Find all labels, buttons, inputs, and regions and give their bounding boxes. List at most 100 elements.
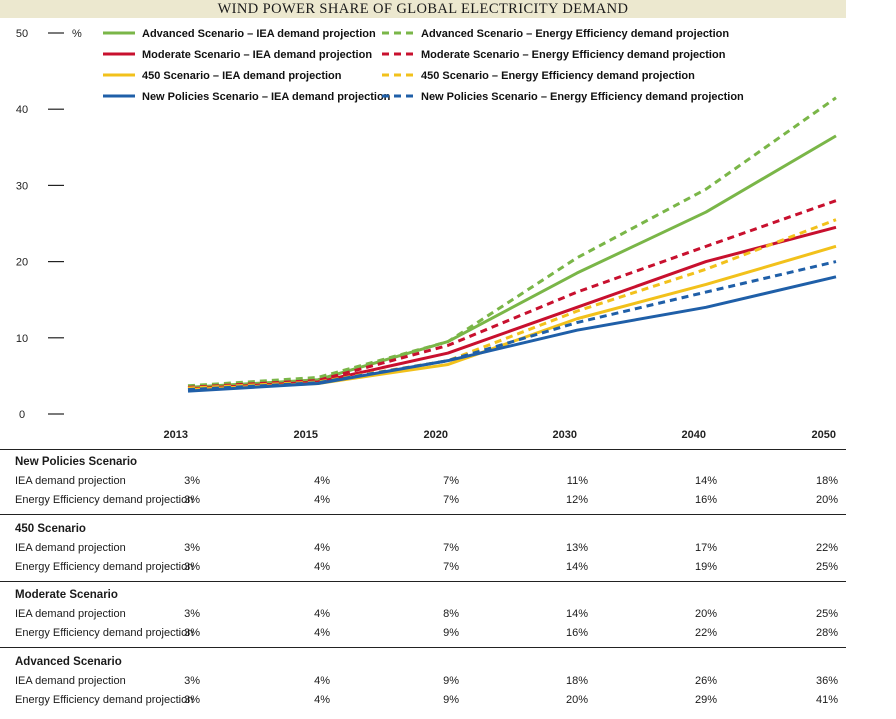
table-cell: 41%: [815, 694, 838, 706]
table-cell: 4%: [314, 608, 330, 620]
x-tick-label: 2013: [164, 429, 188, 441]
legend-label: Advanced Scenario – Energy Efficiency de…: [421, 28, 729, 40]
table-cell: 22%: [694, 627, 717, 639]
table-separator: [0, 647, 846, 648]
table-cell: 4%: [314, 627, 330, 639]
y-tick-label: 0: [19, 409, 25, 421]
y-axis-label: %: [72, 28, 82, 40]
table-cell: 3%: [184, 694, 200, 706]
table-row: Energy Efficiency demand projection 3% 4% 7…: [0, 492, 846, 511]
legend-label: Moderate Scenario – Energy Efficiency de…: [421, 49, 726, 61]
y-tick-label: 40: [16, 104, 28, 116]
table-cell: 16%: [565, 627, 588, 639]
row-label: IEA demand projection: [15, 675, 126, 687]
row-label: Energy Efficiency demand projection: [15, 694, 194, 706]
series-line: [187, 218, 837, 390]
row-label: IEA demand projection: [15, 608, 126, 620]
row-label: Energy Efficiency demand projection: [15, 627, 194, 639]
table-cell: 3%: [184, 675, 200, 687]
table-cell: 20%: [815, 494, 838, 506]
legend-label: Moderate Scenario – IEA demand projectio…: [142, 49, 372, 61]
table-cell: 3%: [184, 608, 200, 620]
table-cell: 11%: [566, 475, 588, 487]
table-cell: 4%: [314, 542, 330, 554]
table-cell: 25%: [815, 608, 838, 620]
table-cell: 22%: [815, 542, 838, 554]
table-cell: 14%: [565, 561, 588, 573]
series-line: [187, 260, 837, 392]
table-cell: 7%: [443, 542, 459, 554]
legend-label: New Policies Scenario – Energy Efficienc…: [421, 91, 744, 103]
table-group-header: Moderate Scenario: [0, 587, 846, 606]
legend-label: New Policies Scenario – IEA demand proje…: [142, 91, 391, 103]
table-cell: 9%: [443, 675, 459, 687]
table-row: IEA demand projection 3% 4% 9% 18% 26% 36%: [0, 673, 846, 692]
x-tick-label: 2050: [812, 429, 836, 441]
table-cell: 4%: [314, 494, 330, 506]
series-line: [187, 96, 837, 388]
table-row: Energy Efficiency demand projection 3% 4% 9…: [0, 625, 846, 644]
series-lines: [187, 96, 837, 393]
table-cell: 18%: [815, 475, 838, 487]
table-cell: 4%: [314, 694, 330, 706]
table-group-header: Advanced Scenario: [0, 654, 846, 673]
chart-title: WIND POWER SHARE OF GLOBAL ELECTRICITY D…: [217, 1, 629, 17]
table-cell: 13%: [565, 542, 588, 554]
table-cell: 14%: [565, 608, 588, 620]
table-cell: 3%: [184, 475, 200, 487]
table-cell: 20%: [694, 608, 717, 620]
row-label: Energy Efficiency demand projection: [15, 561, 194, 573]
table-cell: 7%: [443, 475, 459, 487]
table-separator: [0, 449, 846, 450]
table-row: IEA demand projection 3% 4% 8% 14% 20% 25%: [0, 606, 846, 625]
y-tick-label: 20: [16, 257, 28, 269]
y-tick-label: 30: [16, 180, 28, 192]
legend-label: 450 Scenario – IEA demand projection: [142, 70, 342, 82]
x-tick-label: 2040: [682, 429, 706, 441]
table-cell: 20%: [565, 694, 588, 706]
table-row: IEA demand projection 3% 4% 7% 11% 14% 18%: [0, 473, 846, 492]
table-cell: 8%: [443, 608, 459, 620]
table-cell: 26%: [694, 675, 717, 687]
table-separator: [0, 581, 846, 582]
table-cell: 9%: [443, 627, 459, 639]
table-cell: 3%: [184, 542, 200, 554]
table-group-header: 450 Scenario: [0, 521, 846, 540]
legend-label: 450 Scenario – Energy Efficiency demand …: [421, 70, 695, 82]
legend: Advanced Scenario – IEA demand projectio…: [103, 28, 744, 103]
group-title: New Policies Scenario: [15, 456, 138, 468]
group-title: Advanced Scenario: [15, 656, 122, 668]
title-bar: [0, 0, 846, 18]
series-line: [187, 275, 837, 393]
table-cell: 4%: [314, 561, 330, 573]
series-line: [187, 134, 837, 389]
table-cell: 3%: [184, 494, 200, 506]
table-cell: 7%: [443, 561, 459, 573]
table-cell: 3%: [184, 561, 200, 573]
legend-label: Advanced Scenario – IEA demand projectio…: [142, 28, 376, 40]
table-cell: 16%: [694, 494, 717, 506]
y-axis: 0 10 20 30 40 50%: [16, 28, 82, 421]
x-tick-label: 2020: [424, 429, 448, 441]
table-cell: 29%: [694, 694, 717, 706]
y-tick-label: 50: [16, 28, 28, 40]
table-row: Energy Efficiency demand projection 3% 4% 9…: [0, 692, 846, 711]
x-tick-label: 2030: [553, 429, 577, 441]
x-tick-label: 2015: [294, 429, 318, 441]
table-cell: 18%: [565, 675, 588, 687]
table-cell: 7%: [443, 494, 459, 506]
x-axis: 2013 2015 2020 2030 2040 2050: [164, 429, 836, 441]
series-line: [187, 244, 837, 392]
row-label: IEA demand projection: [15, 542, 126, 554]
table-cell: 25%: [815, 561, 838, 573]
table-separator: [0, 514, 846, 515]
table-cell: 4%: [314, 475, 330, 487]
table-cell: 3%: [184, 627, 200, 639]
y-tick-label: 10: [16, 333, 28, 345]
series-line: [187, 199, 837, 389]
row-label: IEA demand projection: [15, 475, 126, 487]
row-label: Energy Efficiency demand projection: [15, 494, 194, 506]
group-title: Moderate Scenario: [15, 589, 118, 601]
table-cell: 19%: [694, 561, 717, 573]
